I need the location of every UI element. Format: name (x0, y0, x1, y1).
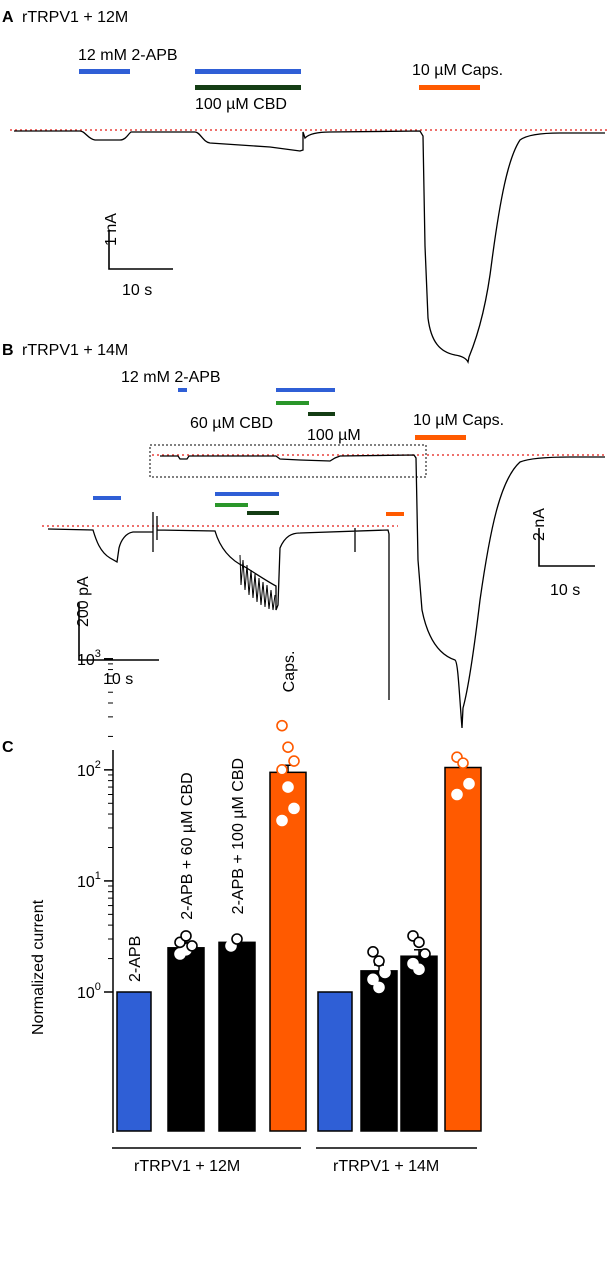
label-caps-a: 10 µM Caps. (412, 62, 503, 79)
label-cbd60-b: 60 µM CBD (190, 415, 273, 432)
bar (167, 947, 205, 1132)
bar-cbd60-inset (215, 503, 248, 507)
data-point (451, 788, 463, 801)
scale-x-b-inset: 10 s (103, 671, 133, 688)
bar (360, 970, 398, 1132)
data-point (186, 940, 198, 952)
bar (116, 991, 152, 1132)
data-point (457, 757, 469, 769)
bar-2apb-b2 (276, 388, 335, 392)
data-point (231, 933, 243, 945)
bar-cbd60-b (276, 401, 309, 405)
label-cbd-a: 100 µM CBD (195, 96, 287, 113)
bar-cbd100-b (308, 412, 335, 416)
data-point (282, 781, 294, 793)
data-point (379, 966, 391, 979)
y-tick-label: 101 (77, 870, 101, 891)
label-2apb-b: 12 mM 2-APB (121, 369, 221, 386)
scale-bar-a: 1 nA 10 s (103, 213, 173, 299)
bar-2apb-a2 (195, 69, 301, 74)
bar-cbd-a (195, 85, 301, 90)
label-cbd100-b: 100 µM (307, 427, 361, 444)
bar-cbd100-inset (247, 511, 279, 515)
y-tick-label: 103 (77, 648, 101, 669)
bar-label: Caps. (281, 651, 298, 693)
data-point (373, 981, 385, 994)
panel-b-title: rTRPV1 + 14M (22, 342, 128, 359)
y-tick-label: 100 (77, 981, 101, 1002)
trace-b-inset (47, 512, 390, 700)
panel-a-letter: A (2, 9, 14, 26)
scale-x-b-large: 10 s (550, 582, 580, 599)
group-label: rTRPV1 + 14M (333, 1158, 439, 1175)
data-point (276, 814, 288, 827)
panel-c: C Normalized current 100 101 102 103 2-APB 2-… (2, 648, 482, 1175)
bar-caps-b (415, 435, 466, 440)
data-point (463, 777, 475, 790)
bar-2apb-a1 (79, 69, 130, 74)
bar (400, 955, 438, 1132)
bar-label: 2-APB (127, 936, 144, 982)
panel-a: A rTRPV1 + 12M 12 mM 2-APB 100 µM CBD 10… (2, 9, 607, 364)
bar (218, 941, 256, 1132)
label-2apb-a: 12 mM 2-APB (78, 47, 178, 64)
data-point (180, 930, 192, 942)
scale-x-a: 10 s (122, 282, 152, 299)
data-point (276, 719, 288, 732)
bar-2apb-b1 (178, 388, 187, 392)
scale-y-a: 1 nA (103, 213, 120, 246)
trace-a (14, 130, 605, 364)
data-point (276, 764, 288, 776)
bar (269, 771, 307, 1132)
data-point (367, 946, 379, 958)
scale-bar-b-inset: 200 pA 10 s (75, 576, 159, 688)
panel-b: B rTRPV1 + 14M 12 mM 2-APB 60 µM CBD 100… (2, 342, 607, 729)
data-point (373, 955, 385, 967)
y-tick-label: 102 (77, 759, 101, 780)
label-caps-b: 10 µM Caps. (413, 412, 504, 429)
panel-c-letter: C (2, 739, 14, 756)
inset-box (149, 444, 427, 478)
bar (317, 991, 353, 1132)
bar-caps-inset (386, 512, 404, 516)
bar-caps-a (419, 85, 480, 90)
data-point (413, 963, 425, 976)
group-label: rTRPV1 + 12M (134, 1158, 240, 1175)
data-point (288, 802, 300, 815)
bar (444, 766, 482, 1132)
trace-b-inset-noise (239, 554, 276, 611)
scale-y-b-inset: 200 pA (75, 576, 92, 627)
bar-2apb-inset1 (93, 496, 121, 500)
y-axis-label: Normalized current (30, 899, 47, 1035)
bar-label: 2-APB + 100 µM CBD (230, 758, 247, 914)
panel-b-letter: B (2, 342, 14, 359)
scale-bar-b-large: 2 nA 10 s (531, 508, 595, 599)
data-point (413, 936, 425, 949)
data-point (367, 973, 379, 986)
trace-b-large (160, 454, 605, 729)
data-point (288, 755, 300, 767)
data-point (282, 741, 294, 753)
bar-label: 2-APB + 60 µM CBD (179, 772, 196, 920)
bar-chart: 100 101 102 103 2-APB 2-APB + 60 µM CBD 2-APB … (77, 648, 482, 1175)
scale-y-b-large: 2 nA (531, 508, 548, 541)
bar-2apb-inset2 (215, 492, 279, 496)
panel-a-title: rTRPV1 + 12M (22, 9, 128, 26)
data-point (419, 948, 431, 960)
